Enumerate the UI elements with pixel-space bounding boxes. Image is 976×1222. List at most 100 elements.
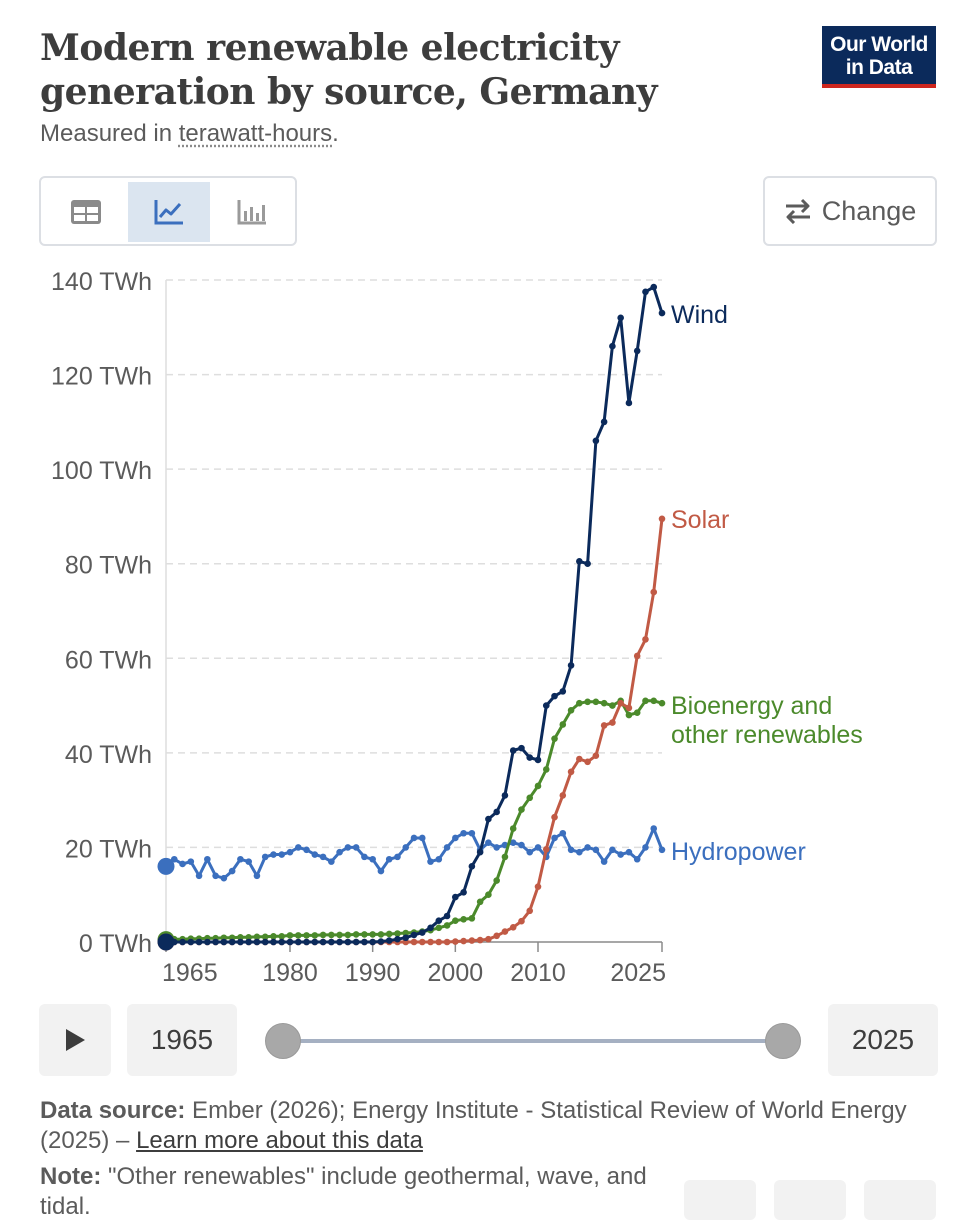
fullscreen-button[interactable] [864,1180,936,1220]
data-point [410,938,418,946]
data-point [493,932,500,940]
series-label-bioenergy-and-other-renewables-line2: other renewables [671,721,863,749]
data-point [617,851,624,858]
data-point [361,938,368,946]
unit-definition-link[interactable]: terawatt-hours [178,120,333,147]
data-point [518,744,525,752]
data-point [534,883,542,890]
tab-chart[interactable] [128,182,210,242]
data-point [369,855,376,863]
data-point [609,702,616,709]
data-point [294,844,302,851]
data-point [633,652,641,660]
data-point [518,806,525,813]
data-point [261,938,269,946]
data-point [286,938,294,946]
data-point [600,418,608,426]
data-point [609,719,616,726]
play-button[interactable] [39,1004,111,1076]
data-point [311,851,319,858]
download-button[interactable] [684,1180,756,1220]
x-tick-label: 1980 [262,959,318,987]
change-label: Change [821,195,917,226]
play-icon [66,1029,85,1051]
data-point [410,834,418,842]
data-point [311,932,319,939]
data-point [452,917,459,925]
data-point [468,915,476,922]
data-point [551,813,558,821]
data-point [567,768,575,776]
data-point [179,938,186,946]
data-point [418,834,426,842]
data-point [576,699,583,707]
data-point [261,933,269,941]
data-point [584,560,591,568]
data-point [518,917,525,925]
timeline-start-handle[interactable] [265,1023,301,1059]
series-label-hydropower: Hydropower [671,838,806,866]
data-point [658,699,666,707]
note-text: "Other renewables" include geothermal, w… [40,1163,647,1220]
data-point [319,938,327,946]
data-point [600,858,608,865]
series-label-solar: Solar [671,506,729,534]
data-point [567,662,575,669]
data-point [460,937,467,945]
tab-bars[interactable] [211,182,293,242]
data-point [658,309,666,317]
timeline-end-handle[interactable] [765,1023,801,1059]
data-point [485,891,492,899]
view-tabs [39,176,297,246]
data-point [625,848,633,856]
data-point [625,704,633,712]
data-point [245,933,252,941]
data-point [534,756,542,764]
data-point [261,853,269,861]
note-label: Note: [40,1163,102,1190]
y-tick-label: 40 TWh [65,741,152,769]
data-point [642,844,649,851]
data-point [509,747,517,754]
data-point [385,937,393,944]
data-point [319,853,327,861]
data-point [509,924,517,931]
data-point [170,938,178,946]
data-point [385,855,393,863]
start-year-box[interactable]: 1965 [127,1004,237,1076]
data-point [559,829,567,837]
data-point [592,752,600,759]
data-point [534,782,542,790]
end-year-box[interactable]: 2025 [828,1004,938,1076]
data-point [157,857,175,875]
change-entity-button[interactable]: Change [763,176,937,246]
tab-table[interactable] [45,182,127,242]
data-point [377,931,385,938]
data-point [369,938,376,946]
owid-logo[interactable]: Our World in Data [822,26,936,88]
data-point [377,938,385,945]
data-point [237,855,244,863]
data-point [592,846,600,854]
data-point [402,844,410,851]
data-point [328,931,335,939]
subtitle-suffix: . [332,120,339,147]
learn-more-link[interactable]: Learn more about this data [136,1127,423,1154]
chart-title: Modern renewable electricity generation … [40,27,658,113]
data-point [658,846,666,854]
data-point [476,848,484,856]
data-point [270,938,277,946]
data-point [501,853,509,861]
data-point [542,702,550,709]
share-button[interactable] [774,1180,846,1220]
data-point [650,825,658,832]
data-point [294,932,302,939]
data-point [443,938,451,946]
data-point [328,858,335,865]
timeline-track[interactable] [282,1039,782,1043]
data-point [625,711,633,719]
data-point [237,938,244,946]
data-point [642,697,649,705]
line-chart: 0 TWh 20 TWh 40 TWh 60 TWh 80 TWh 100 TWh 120 … [51,268,863,987]
data-point [493,808,500,816]
